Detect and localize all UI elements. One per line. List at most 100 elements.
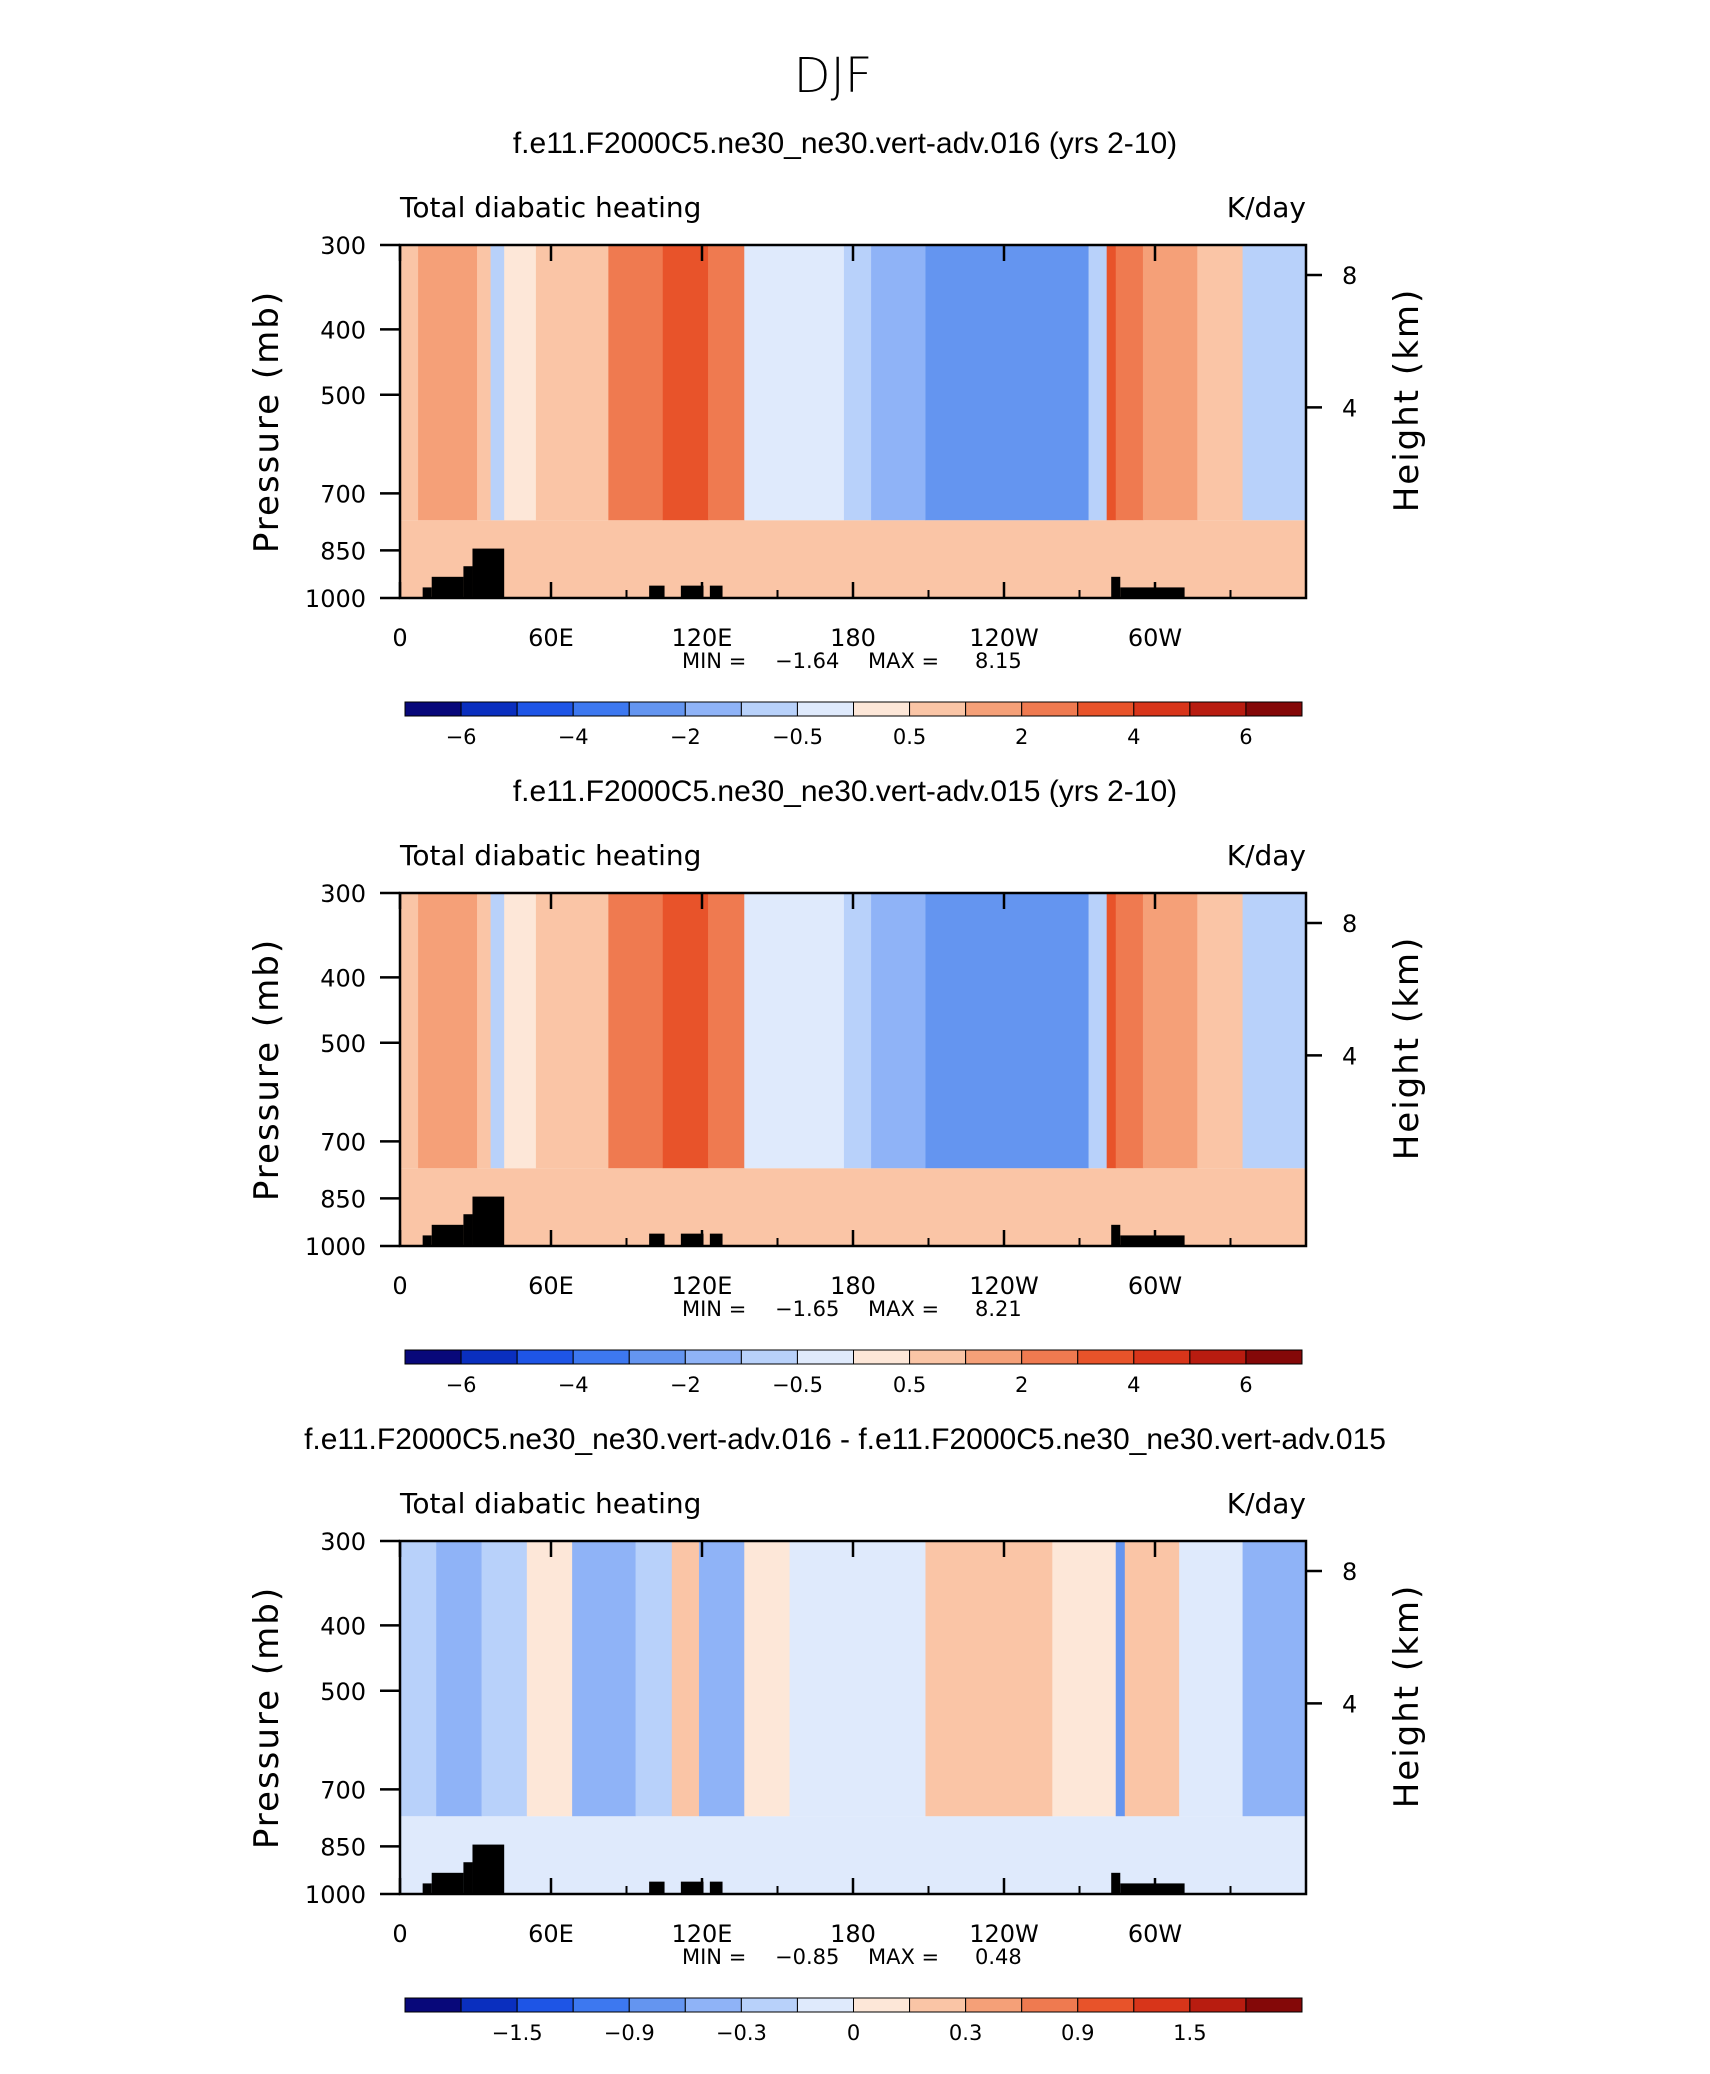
colorbar-swatch bbox=[909, 701, 967, 717]
field-band bbox=[744, 1541, 791, 1817]
variable-label: Total diabatic heating bbox=[399, 839, 701, 872]
y-tick-label: 850 bbox=[320, 1833, 366, 1861]
y-tick-label: 300 bbox=[320, 232, 366, 260]
land-block bbox=[709, 1233, 723, 1246]
field-band bbox=[1197, 245, 1244, 521]
land-mask bbox=[422, 548, 1185, 598]
x-tick-label: 180 bbox=[830, 1272, 876, 1300]
max-label: MAX = bbox=[868, 649, 939, 673]
land-block bbox=[463, 566, 473, 598]
y-tick-label: 500 bbox=[320, 1030, 366, 1058]
colorbar-tick-label: −0.9 bbox=[604, 2021, 655, 2045]
x-tick-label: 0 bbox=[392, 1272, 407, 1300]
field-band bbox=[871, 245, 926, 521]
contour-field bbox=[400, 893, 1307, 1246]
field-band bbox=[708, 893, 745, 1169]
y-tick-label: 500 bbox=[320, 382, 366, 410]
colorbar-swatch bbox=[1189, 701, 1247, 717]
colorbar-tick-label: −2 bbox=[670, 725, 701, 749]
colorbar-swatch bbox=[460, 701, 518, 717]
field-band bbox=[744, 245, 845, 521]
y-axis-title: Pressure (mb) bbox=[247, 1586, 287, 1849]
min-label: MIN = bbox=[682, 649, 746, 673]
x-tick-label: 60E bbox=[528, 1272, 574, 1300]
y-tick-label: 700 bbox=[320, 480, 366, 508]
colorbar-swatch bbox=[572, 1349, 630, 1365]
y-tick-label: 300 bbox=[320, 880, 366, 908]
field-band bbox=[477, 893, 492, 1169]
colorbar-swatch bbox=[1133, 701, 1191, 717]
field-band bbox=[671, 1541, 700, 1817]
field-band bbox=[698, 1541, 745, 1817]
x-tick-label: 60W bbox=[1128, 1272, 1182, 1300]
y-axis-title: Pressure (mb) bbox=[247, 290, 287, 553]
field-band bbox=[477, 245, 492, 521]
x-tick-label: 180 bbox=[830, 624, 876, 652]
colorbar-swatch bbox=[404, 701, 462, 717]
variable-label: Total diabatic heating bbox=[399, 191, 701, 224]
land-block bbox=[422, 587, 432, 598]
colorbar-swatch bbox=[572, 1997, 630, 2013]
field-band bbox=[1124, 1541, 1180, 1817]
land-block bbox=[422, 1235, 432, 1246]
colorbar-swatch bbox=[853, 701, 911, 717]
x-tick-label: 60E bbox=[528, 1920, 574, 1948]
max-value: 8.15 bbox=[975, 649, 1022, 673]
colorbar-swatch bbox=[460, 1997, 518, 2013]
y-tick-label: 400 bbox=[320, 316, 366, 344]
land-block bbox=[1120, 1235, 1185, 1246]
field-band bbox=[708, 245, 745, 521]
colorbar-swatch bbox=[1021, 1349, 1079, 1365]
colorbar-swatch bbox=[1077, 1997, 1135, 2013]
colorbar-tick-label: 0.5 bbox=[893, 1373, 926, 1397]
field-band bbox=[1106, 893, 1117, 1169]
land-block bbox=[649, 1881, 665, 1894]
colorbar-swatch bbox=[460, 1349, 518, 1365]
min-label: MIN = bbox=[682, 1297, 746, 1321]
figure-title: DJF bbox=[794, 48, 873, 104]
y2-axis-title: Height (km) bbox=[1387, 288, 1427, 513]
colorbar-swatch bbox=[1245, 701, 1303, 717]
colorbar-swatch bbox=[572, 701, 630, 717]
min-label: MIN = bbox=[682, 1945, 746, 1969]
colorbar-tick-label: −4 bbox=[558, 725, 589, 749]
colorbar-swatch bbox=[1245, 1997, 1303, 2013]
x-tick-label: 120E bbox=[672, 1272, 733, 1300]
colorbar-tick-label: −2 bbox=[670, 1373, 701, 1397]
y-tick-label: 700 bbox=[320, 1776, 366, 1804]
min-value: −1.65 bbox=[775, 1297, 839, 1321]
field-band bbox=[1179, 1541, 1244, 1817]
colorbar-swatch bbox=[1189, 1349, 1247, 1365]
max-label: MAX = bbox=[868, 1945, 939, 1969]
land-block bbox=[431, 1224, 464, 1246]
x-tick-label: 120W bbox=[969, 624, 1039, 652]
x-tick-label: 0 bbox=[392, 624, 407, 652]
field-band bbox=[1115, 1541, 1126, 1817]
field-band bbox=[1106, 245, 1117, 521]
field-band bbox=[843, 245, 872, 521]
colorbar-tick-label: 6 bbox=[1239, 1373, 1252, 1397]
field-band bbox=[400, 893, 419, 1169]
y2-tick-label: 4 bbox=[1342, 1042, 1357, 1070]
land-block bbox=[1111, 576, 1121, 598]
y2-axis-title: Height (km) bbox=[1387, 1584, 1427, 1809]
colorbar-swatch bbox=[1133, 1997, 1191, 2013]
panel-title: f.e11.F2000C5.ne30_ne30.vert-adv.015 (yr… bbox=[513, 775, 1177, 808]
field-band bbox=[662, 893, 709, 1169]
colorbar-swatch bbox=[796, 1349, 854, 1365]
field-band bbox=[871, 893, 926, 1169]
field-band bbox=[744, 893, 845, 1169]
land-block bbox=[463, 1862, 473, 1894]
colorbar-tick-label: −1.5 bbox=[492, 2021, 543, 2045]
colorbar-swatch bbox=[965, 1349, 1023, 1365]
panel-title: f.e11.F2000C5.ne30_ne30.vert-adv.016 (yr… bbox=[513, 127, 1177, 160]
colorbar-tick-label: −4 bbox=[558, 1373, 589, 1397]
colorbar-swatch bbox=[628, 1997, 686, 2013]
colorbar-tick-label: 6 bbox=[1239, 725, 1252, 749]
field-band bbox=[418, 245, 478, 521]
field-band bbox=[490, 245, 505, 521]
field-band bbox=[1088, 893, 1108, 1169]
field-band bbox=[481, 1541, 528, 1817]
colorbar-tick-label: −0.5 bbox=[772, 1373, 823, 1397]
